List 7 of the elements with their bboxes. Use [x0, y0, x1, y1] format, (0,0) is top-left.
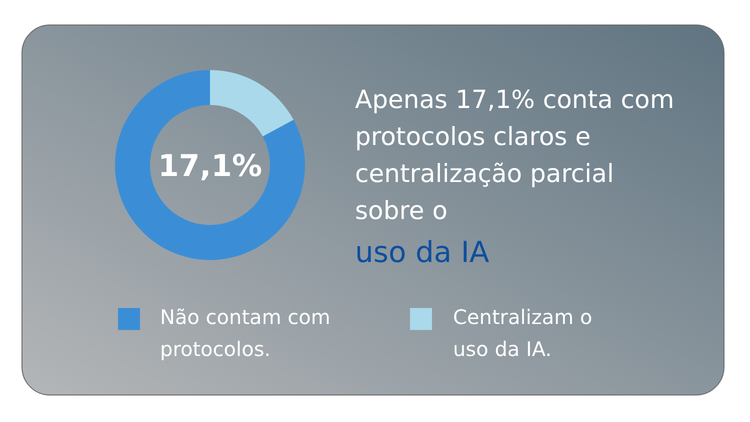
legend-label: Centralizam o uso da IA. [453, 305, 592, 361]
text: 17,1% [158, 149, 262, 184]
donut-slice [210, 70, 294, 136]
donut-slice [115, 70, 305, 260]
legend-label: Não contam com protocolos. [160, 305, 330, 361]
text: uso da IA [355, 235, 490, 269]
text: Apenas 17,1% conta com protocolos claros e centralização parcial sobre o [355, 85, 674, 225]
